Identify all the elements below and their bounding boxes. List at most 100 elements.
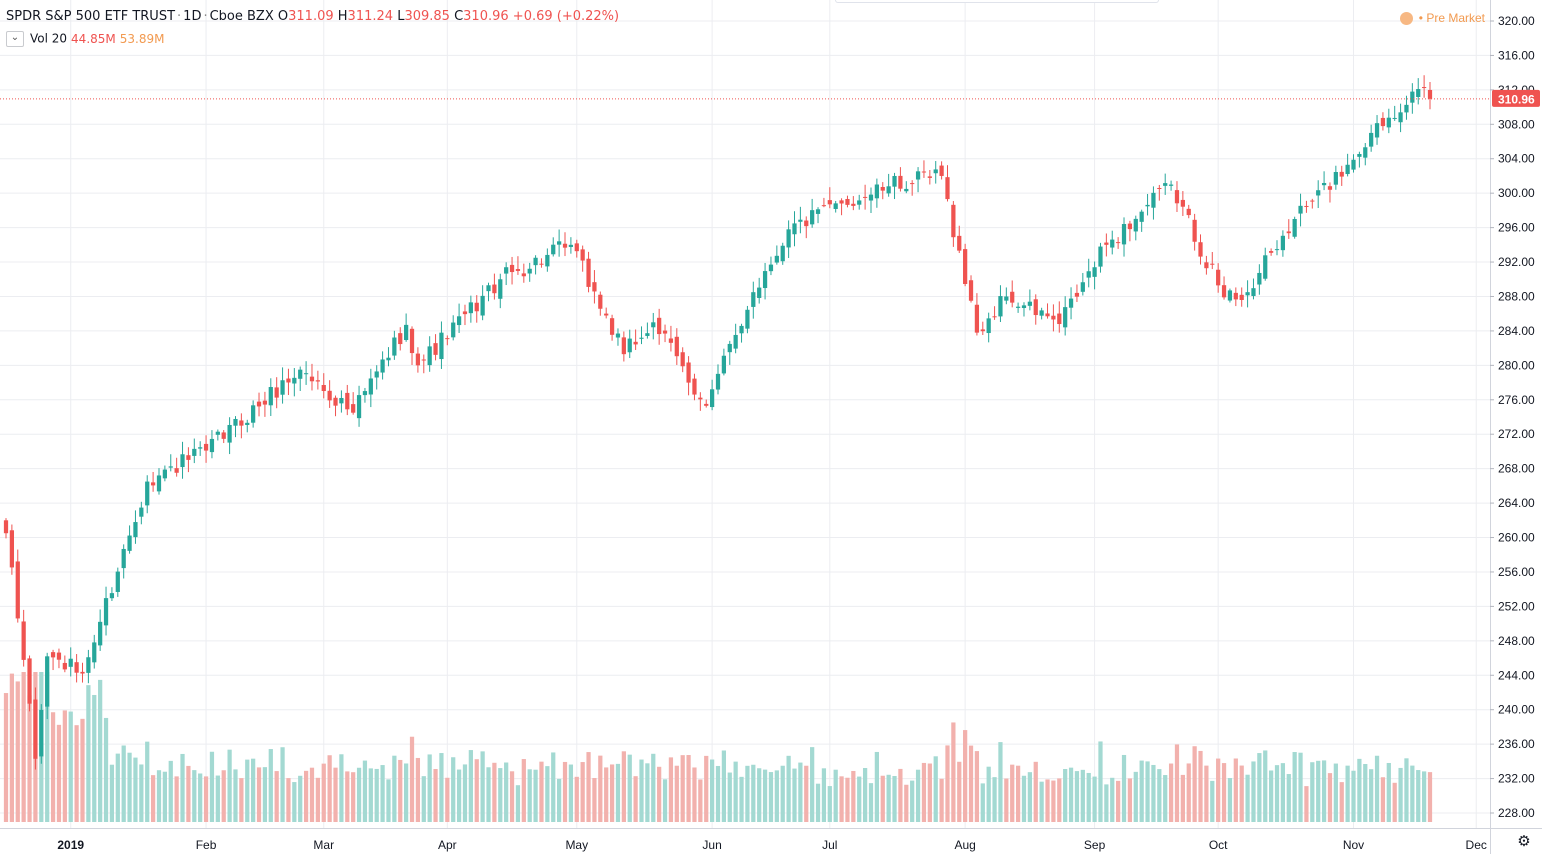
gear-icon[interactable]: ⚙ (1517, 833, 1531, 850)
volume-bar (62, 710, 67, 822)
symbol-title[interactable]: SPDR S&P 500 ETF TRUST (6, 9, 176, 24)
volume-bar (921, 762, 927, 822)
candle-body (498, 279, 503, 299)
candle-body (1304, 205, 1309, 207)
candle-body (574, 243, 579, 252)
volume-bar (692, 767, 697, 822)
price-axis-label: 304.00 (1498, 152, 1535, 166)
volume-bar (945, 745, 950, 822)
interval-label: 1D (183, 9, 202, 24)
volume-bar (492, 762, 497, 822)
candle-body (1339, 171, 1344, 177)
volume-bar (321, 763, 326, 822)
volume-bar (251, 758, 256, 822)
volume-bar (580, 762, 585, 822)
candle-body (757, 287, 762, 298)
volume-bar (592, 778, 597, 822)
candle-body (1398, 112, 1403, 123)
candle-body (121, 548, 126, 569)
candle-body (298, 369, 303, 379)
volume-bar (1392, 782, 1397, 822)
volume-bar (980, 783, 985, 822)
candle-body (262, 400, 268, 405)
candle-body (1263, 255, 1268, 279)
volume-bar (1363, 763, 1368, 822)
candle-body (462, 311, 468, 315)
volume-bar (586, 752, 591, 822)
volume-bar (915, 769, 921, 822)
candle-body (1221, 285, 1227, 298)
candle-body (198, 447, 203, 449)
price-axis-label: 264.00 (1498, 496, 1535, 510)
price-axis-label: 240.00 (1498, 703, 1535, 717)
candle-body (1086, 271, 1091, 278)
price-axis-label: 256.00 (1498, 565, 1535, 579)
volume-bar (480, 751, 485, 822)
volume-bar (115, 753, 120, 822)
candle-body (1004, 296, 1009, 301)
candle-body (251, 405, 256, 423)
candle-body (568, 244, 574, 247)
time-axis[interactable]: 2019 Feb Mar Apr May Jun Jul Aug Sep Oct Nov Dec (0, 828, 1542, 853)
volume-bar (927, 763, 932, 822)
candle-body (268, 387, 273, 406)
volume-bar (1257, 753, 1262, 822)
candle-body (1104, 242, 1109, 245)
candle-body (598, 294, 603, 309)
candle-body (639, 337, 644, 339)
premarket-indicator[interactable]: • Pre Market (1399, 11, 1485, 26)
volume-bar (1339, 782, 1344, 822)
volume-bar (1298, 752, 1303, 822)
volume-bar (1121, 754, 1127, 822)
volume-bar (557, 778, 562, 822)
candle-body (374, 371, 379, 378)
price-axis-label: 316.00 (1498, 48, 1535, 62)
volume-bar (9, 673, 15, 822)
volume-bar (1004, 778, 1009, 822)
candle-body (986, 318, 991, 334)
candle-body (1168, 184, 1174, 186)
candle-body (698, 397, 703, 400)
volume-bar (721, 750, 727, 822)
volume-bar (168, 760, 173, 822)
candle-body (927, 176, 932, 178)
candle-body (1292, 219, 1297, 237)
price-axis[interactable]: 320.00316.00312.00308.00304.00300.00296.… (1490, 0, 1542, 854)
volume-bar (1316, 760, 1321, 822)
volume-bar (486, 767, 491, 822)
volume-bar (415, 757, 421, 822)
candle-body (1316, 190, 1321, 196)
volume-bar (1327, 773, 1333, 822)
volume-bar (180, 753, 185, 822)
volume-bar (668, 757, 674, 822)
volume-bar (1180, 774, 1185, 822)
toolbar-tab[interactable] (835, 0, 1159, 3)
sun-icon (1399, 12, 1413, 26)
candle-body (692, 378, 697, 395)
volume-bar (745, 765, 750, 822)
candle-body (1286, 231, 1291, 234)
volume-bar (456, 769, 462, 822)
price-axis-label: 248.00 (1498, 634, 1535, 648)
candle-body (727, 343, 732, 353)
candle-body (645, 333, 650, 336)
candle-body (1280, 235, 1286, 251)
candle-body (398, 333, 403, 345)
volume-bar (1051, 780, 1056, 822)
volume-bar (904, 784, 909, 822)
chevron-down-icon[interactable]: ⌄ (6, 31, 24, 47)
volume-bar (545, 766, 550, 822)
premarket-label: Pre Market (1426, 11, 1485, 25)
volume-bar (504, 762, 509, 822)
candle-body (539, 263, 544, 265)
volume-bar (1168, 763, 1174, 822)
candle-body (1404, 104, 1409, 113)
candle-body (921, 171, 927, 173)
volume-bar (568, 764, 574, 822)
candle-body (604, 313, 609, 316)
candle-body (162, 469, 167, 479)
volume-bar (798, 762, 803, 822)
volume-bar (998, 742, 1003, 822)
volume-bar (892, 776, 897, 822)
